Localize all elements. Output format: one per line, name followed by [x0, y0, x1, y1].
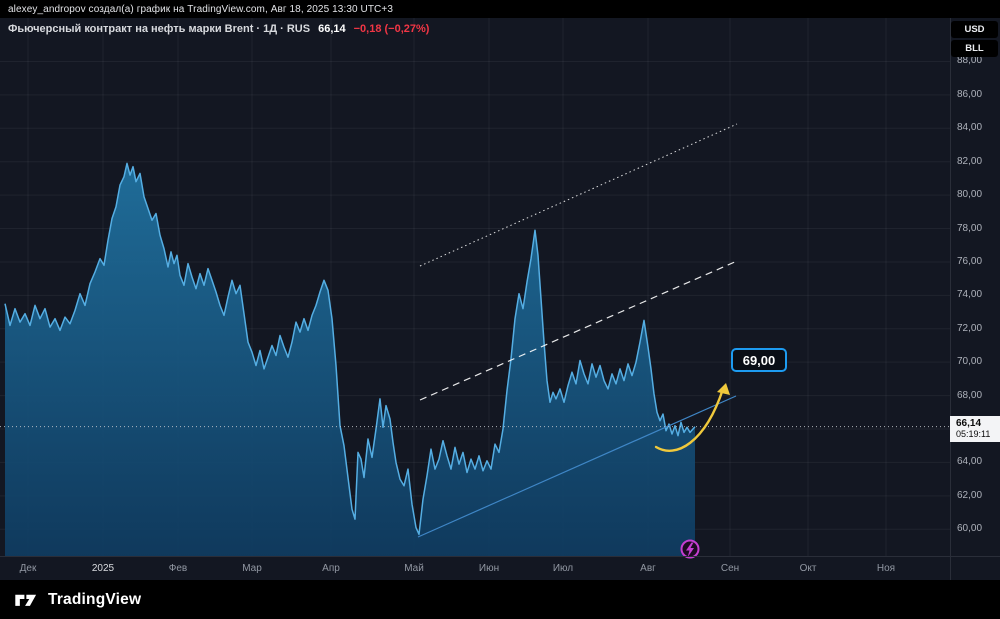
price-tick-label: 62,00	[957, 489, 983, 501]
price-tick-label: 78,00	[957, 222, 983, 234]
price-target-value: 69,00	[742, 352, 776, 368]
projection-arrow[interactable]	[654, 387, 725, 452]
time-tick-label: Сен	[720, 563, 740, 574]
last-price-value: 66,14	[318, 23, 346, 35]
time-axis[interactable]: Дек 2025 Фев Мар Апр Май Июн Июл Авг Сен Окт Ноя	[0, 556, 950, 580]
tradingview-logo-icon[interactable]	[14, 590, 40, 610]
time-tick-label: Ноя	[876, 563, 896, 574]
price-tick-label: 86,00	[957, 88, 983, 100]
lightning-bolt-icon	[686, 542, 694, 558]
time-tick-label: 2025	[91, 563, 115, 574]
time-tick-label: Авг	[640, 563, 656, 574]
price-tick-label: 82,00	[957, 155, 983, 167]
time-tick-label: Мар	[242, 563, 262, 574]
time-tick-label: Май	[404, 563, 424, 574]
price-tick-label: 74,00	[957, 289, 983, 301]
price-scale[interactable]: 88,00 86,00 84,00 82,00 80,00 78,00 76,00 74,00…	[950, 0, 1000, 580]
upper-channel-dotted-line[interactable]	[419, 123, 738, 267]
time-tick-label: Апр	[322, 563, 340, 574]
time-tick-label: Окт	[799, 563, 817, 574]
attribution-text: alexey_andropov создал(а) график на Trad…	[8, 3, 393, 15]
unit-button[interactable]: BLL	[951, 40, 998, 57]
price-line-series[interactable]	[4, 162, 696, 536]
time-tick-label: Июн	[478, 563, 500, 574]
mid-channel-dashed-line[interactable]	[419, 260, 738, 401]
last-price-axis-value: 66,14	[956, 417, 982, 429]
time-tick-label: Июл	[552, 563, 574, 574]
time-tick-label: Фев	[168, 563, 188, 574]
price-tick-label: 80,00	[957, 189, 983, 201]
price-tick-label: 70,00	[957, 356, 983, 368]
price-target-callout[interactable]: 69,00	[731, 348, 787, 372]
price-tick-label: 88,00	[957, 55, 983, 67]
bar-countdown: 05:19:11	[956, 429, 991, 440]
last-price-axis-label: 66,14 05:19:11	[950, 415, 1000, 442]
price-change-value: −0,18 (−0,27%)	[353, 23, 430, 35]
price-tick-label: 72,00	[957, 322, 983, 334]
attribution-bar: alexey_andropov создал(а) график на Trad…	[0, 0, 1000, 18]
footer-bar: TradingView	[0, 580, 1000, 619]
unit-toggle-group: USD BLL	[951, 21, 998, 57]
price-tick-label: 76,00	[957, 255, 983, 267]
price-tick-label: 64,00	[957, 456, 983, 468]
symbol-title: Фьючерсный контракт на нефть марки Brent…	[8, 23, 311, 35]
projection-arrow-head	[717, 383, 730, 395]
currency-button[interactable]: USD	[951, 21, 998, 38]
price-tick-label: 68,00	[957, 389, 983, 401]
price-tick-label: 60,00	[957, 523, 983, 535]
tradingview-wordmark[interactable]: TradingView	[48, 590, 142, 608]
support-trend-line[interactable]	[417, 395, 737, 538]
time-tick-label: Дек	[19, 563, 37, 574]
symbol-legend[interactable]: Фьючерсный контракт на нефть марки Brent…	[8, 23, 429, 35]
price-tick-label: 84,00	[957, 122, 983, 134]
